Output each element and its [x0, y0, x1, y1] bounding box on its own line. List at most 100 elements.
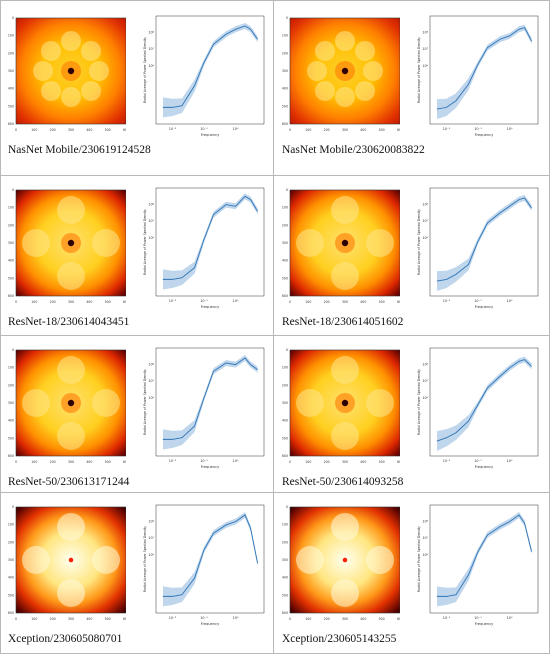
- panel-caption: ResNet-18/230614043451: [8, 316, 130, 328]
- spectrum-heatmap: 0 0 100 100 200 200 300 300 400 400 500 500 600 600: [282, 348, 400, 464]
- y-tick-label: 300: [282, 401, 288, 405]
- data-point: [518, 361, 520, 362]
- confidence-band: [162, 22, 258, 118]
- y-tick-label: 300: [282, 558, 288, 562]
- y-tick-label: 10⁶: [422, 553, 428, 557]
- y-axis-label: Radial Average of Power Spectral Density: [417, 209, 421, 275]
- data-point: [172, 596, 173, 597]
- data-point: [509, 521, 510, 522]
- heatmap-frame: [289, 506, 400, 614]
- x-tick-label: 10⁻¹: [474, 299, 482, 303]
- x-tick-label: 500: [379, 460, 385, 464]
- data-point: [181, 105, 183, 106]
- spectrum-lobe: [366, 389, 394, 417]
- x-tick-label: 0: [15, 128, 17, 132]
- grid-line: [0, 175, 550, 176]
- x-tick-label: 10⁻²: [443, 459, 451, 463]
- y-tick-label: 10⁶: [148, 553, 154, 557]
- center-dot: [341, 67, 349, 75]
- y-tick-label: 400: [282, 419, 288, 423]
- data-point: [203, 239, 205, 240]
- x-tick-label: 10⁻²: [169, 127, 177, 131]
- center-dot: [341, 239, 349, 247]
- data-point: [162, 596, 164, 597]
- spectrum-lobe: [89, 61, 109, 81]
- y-tick-label: 400: [8, 576, 14, 580]
- x-tick-label: 10⁻¹: [200, 459, 208, 463]
- y-tick-label: 300: [8, 401, 14, 405]
- spectrum-lobe: [331, 196, 359, 224]
- data-point: [455, 432, 457, 433]
- x-tick-label: 600: [123, 128, 126, 132]
- spectrum-heatmap: 0 0 100 100 200 200 300 300 400 400 500 500 600 600: [282, 188, 400, 304]
- spectrum-heatmap: 0 0 100 100 200 200 300 300 400 400 500 500 600 600: [8, 505, 126, 621]
- data-point: [477, 240, 479, 242]
- data-point: [225, 524, 227, 526]
- x-axis-label: Frequency: [475, 305, 494, 309]
- spectrum-heatmap: 0 0 100 100 200 200 300 300 400 400 500 500 600 600: [8, 188, 126, 304]
- x-tick-label: 100: [305, 128, 311, 132]
- data-point: [524, 359, 525, 360]
- figure-panel: 0 0 100 100 200 200 300 300 400 400 500 500 600 600 10…: [0, 336, 273, 496]
- x-tick-label: 10⁻²: [443, 299, 451, 303]
- y-tick-label: 500: [282, 436, 288, 440]
- y-tick-label: 200: [8, 51, 14, 55]
- y-tick-label: 300: [282, 69, 288, 73]
- x-tick-label: 10⁻²: [443, 127, 451, 131]
- grid-line: [273, 0, 274, 654]
- panel-caption: Xception/230605143255: [282, 633, 397, 645]
- data-point: [468, 264, 469, 265]
- panel-caption: NasNet Mobile/230620083822: [282, 144, 425, 156]
- spectrum-heatmap: 0 0 100 100 200 200 300 300 400 400 500 500 600 600: [282, 16, 400, 132]
- x-tick-label: 100: [305, 617, 311, 621]
- data-point: [509, 35, 510, 37]
- y-tick-label: 0: [286, 188, 288, 192]
- x-tick-label: 200: [324, 300, 330, 304]
- psd-line-chart: 10⁻² 10⁻¹ 10⁰ 10⁸ 10⁷ 10⁶ Frequency Radial Aver…: [143, 15, 265, 137]
- x-tick-label: 10⁻²: [169, 299, 177, 303]
- data-point: [455, 274, 457, 275]
- data-point: [250, 199, 251, 200]
- x-tick-label: 200: [324, 617, 330, 621]
- x-tick-label: 100: [31, 128, 37, 132]
- y-axis-label: Radial Average of Power Spectral Density: [417, 37, 421, 103]
- y-tick-label: 10⁷: [422, 379, 428, 383]
- x-axis-label: Frequency: [201, 465, 220, 469]
- spectrum-heatmap: 0 0 100 100 200 200 300 300 400 400 500 500 600 600: [282, 505, 400, 621]
- center-dot: [67, 67, 75, 75]
- y-tick-label: 400: [282, 576, 288, 580]
- data-point: [531, 551, 532, 552]
- x-tick-label: 0: [289, 460, 291, 464]
- data-point: [487, 47, 488, 48]
- x-tick-label: 10⁰: [233, 459, 239, 463]
- y-tick-label: 600: [282, 294, 288, 298]
- y-tick-label: 200: [282, 383, 288, 387]
- y-tick-label: 10⁸: [422, 31, 428, 35]
- x-tick-label: 100: [305, 300, 311, 304]
- x-tick-label: 10⁰: [233, 299, 239, 303]
- y-tick-label: 10⁶: [148, 396, 154, 400]
- y-tick-label: 10⁸: [148, 203, 154, 207]
- x-tick-label: 300: [68, 460, 74, 464]
- data-point: [446, 107, 447, 108]
- data-point: [518, 199, 520, 200]
- x-tick-label: 10⁻¹: [474, 127, 482, 131]
- figure-panel: 0 0 100 100 200 200 300 300 400 400 500 500 600 600 10…: [274, 493, 547, 653]
- y-tick-label: 500: [282, 104, 288, 108]
- y-tick-label: 600: [282, 454, 288, 458]
- center-dot: [67, 239, 75, 247]
- y-tick-label: 200: [282, 51, 288, 55]
- y-tick-label: 400: [282, 87, 288, 91]
- y-tick-label: 200: [282, 223, 288, 227]
- y-axis-label: Radial Average of Power Spectral Density: [143, 37, 147, 103]
- data-point: [213, 214, 214, 215]
- data-point: [181, 437, 183, 438]
- x-tick-label: 500: [379, 617, 385, 621]
- y-tick-label: 200: [8, 223, 14, 227]
- spectrum-lobe: [335, 87, 355, 107]
- psd-line-chart: 10⁻² 10⁻¹ 10⁰ 10⁸ 10⁷ 10⁶ Frequency Radial Aver…: [417, 187, 539, 309]
- panel-caption: NasNet Mobile/230619124528: [8, 144, 151, 156]
- y-tick-label: 200: [8, 383, 14, 387]
- figure-panel: 0 0 100 100 200 200 300 300 400 400 500 500 600 600 10…: [274, 336, 547, 496]
- data-point: [499, 375, 501, 377]
